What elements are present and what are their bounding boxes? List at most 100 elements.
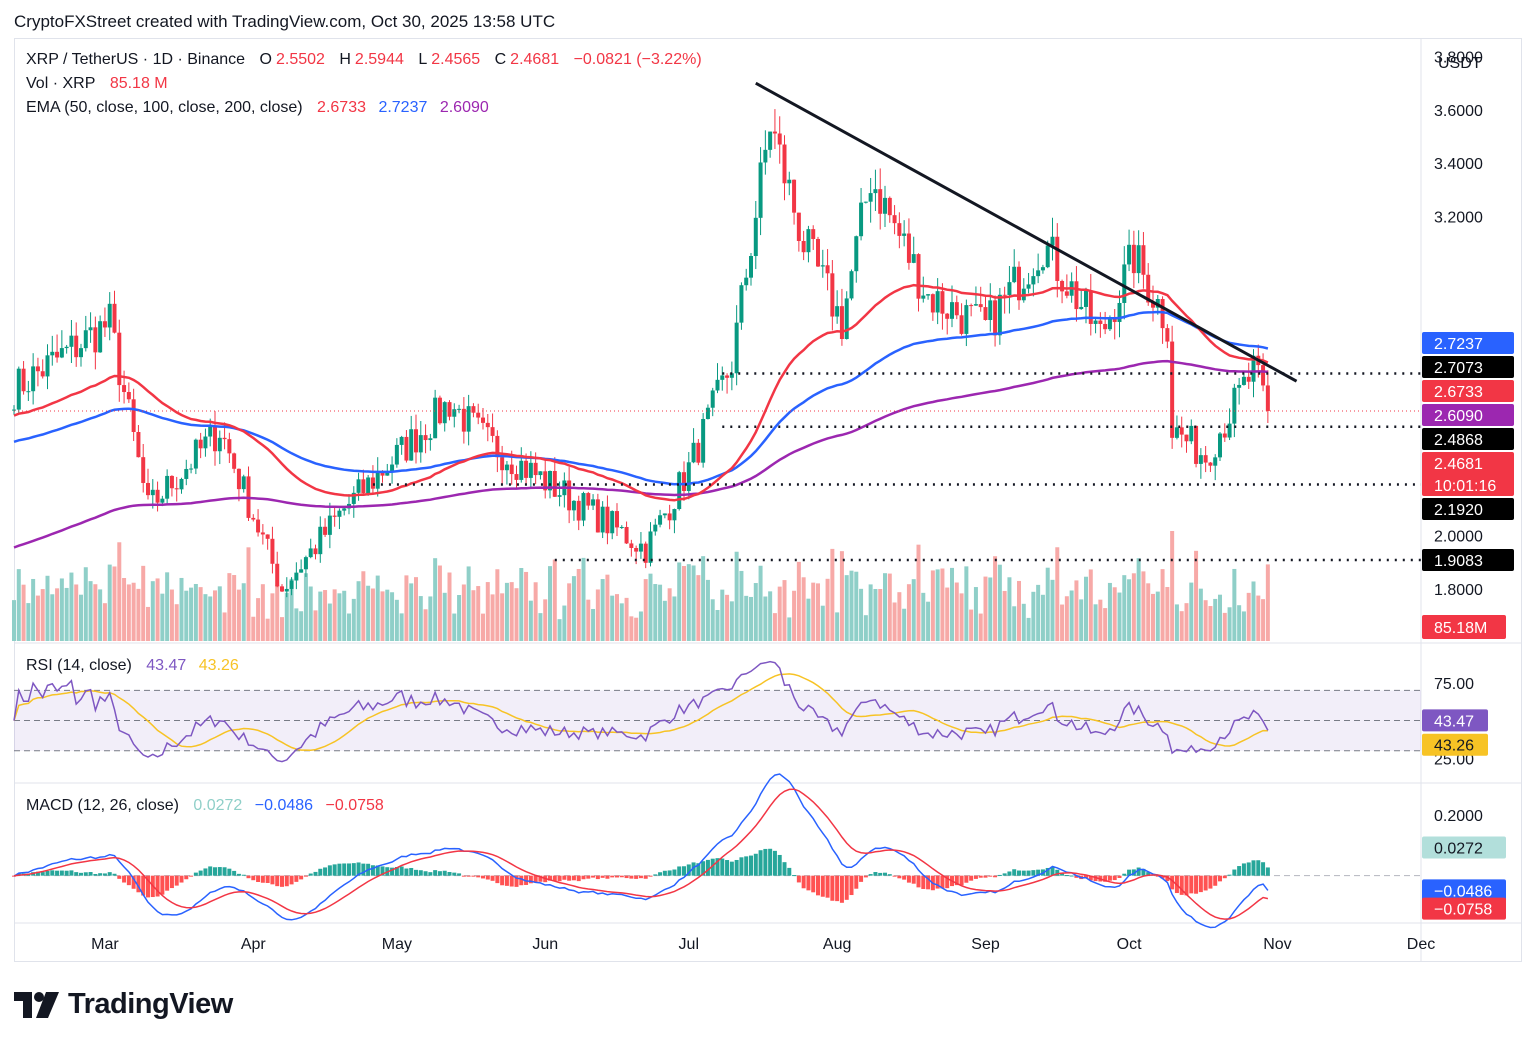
- macd-histogram-bar: [217, 867, 222, 876]
- macd-histogram-bar: [940, 875, 945, 889]
- volume-bar: [959, 593, 964, 641]
- candle-body: [801, 241, 806, 253]
- candle-body: [720, 375, 725, 380]
- macd-histogram-bar: [141, 875, 146, 896]
- volume-axis-label-text: 85.18M: [1434, 620, 1487, 637]
- macd-histogram-bar: [437, 871, 442, 876]
- rsi-label[interactable]: RSI (14, close): [26, 657, 132, 674]
- candle-body: [332, 515, 337, 517]
- volume-bar: [160, 593, 165, 641]
- volume-bar: [485, 582, 490, 641]
- volume-bar: [189, 587, 194, 641]
- price-axis-label-text: 2.4868: [1434, 432, 1483, 449]
- volume-bar: [1146, 583, 1151, 641]
- macd-histogram-bar: [667, 870, 672, 876]
- macd-histogram-bar: [1002, 873, 1007, 876]
- volume-bar: [667, 588, 672, 641]
- macd-histogram-bar: [1036, 869, 1041, 876]
- macd-histogram-bar: [227, 868, 232, 876]
- candle-body: [600, 506, 605, 533]
- price-axis-label-text: 2.1920: [1434, 502, 1483, 519]
- candle-body: [375, 472, 380, 489]
- macd-histogram-bar: [749, 855, 753, 876]
- macd-histogram-bar: [1194, 875, 1199, 894]
- volume-bar: [1050, 579, 1055, 641]
- chart-attribution: CryptoFXStreet created with TradingView.…: [14, 12, 556, 31]
- candle-body: [816, 238, 820, 267]
- volume-bar: [548, 566, 552, 641]
- macd-histogram-bar: [356, 862, 361, 876]
- volume-bar: [1084, 576, 1088, 641]
- macd-histogram-bar: [997, 874, 1002, 876]
- candle-body: [610, 511, 615, 534]
- macd-histogram-bar: [280, 875, 284, 887]
- candle-body: [284, 588, 289, 592]
- volume-label[interactable]: Vol · XRP: [26, 75, 96, 92]
- macd-histogram-bar: [131, 875, 136, 889]
- macd-histogram-bar: [117, 875, 122, 879]
- volume-bar: [682, 566, 686, 641]
- macd-histogram-bar: [969, 875, 974, 881]
- volume-bar: [433, 558, 438, 641]
- macd-histogram-bar: [1222, 875, 1227, 879]
- macd-histogram-bar: [179, 875, 184, 883]
- macd-label[interactable]: MACD (12, 26, close): [26, 797, 179, 814]
- open-label: O: [259, 51, 272, 68]
- candle-body: [686, 462, 691, 491]
- volume-bar: [1203, 600, 1208, 641]
- macd-histogram-bar: [796, 875, 801, 883]
- volume-bar: [21, 584, 26, 641]
- candle-body: [64, 346, 69, 349]
- ema-label[interactable]: EMA (50, close, 100, close, 200, close): [26, 99, 303, 116]
- candle-body: [605, 506, 610, 534]
- macd-histogram-bar: [959, 875, 964, 886]
- candle-body: [83, 330, 88, 349]
- volume-bar: [246, 547, 251, 641]
- volume-bar: [1194, 550, 1199, 641]
- macd-histogram-bar: [342, 863, 347, 876]
- volume-bar: [638, 611, 643, 641]
- volume-bar: [208, 596, 213, 641]
- candle-body: [1189, 425, 1194, 442]
- rsi-axis-label-text: 43.26: [1434, 738, 1474, 755]
- candle-body: [476, 412, 481, 418]
- chart-frame[interactable]: [14, 38, 1522, 962]
- candle-body: [739, 285, 744, 323]
- volume-bar: [481, 613, 485, 641]
- candle-body: [1174, 427, 1179, 438]
- price-tick-label: 1.8000: [1434, 582, 1483, 599]
- volume-bar: [1127, 579, 1132, 641]
- candle-body: [40, 371, 45, 377]
- macd-histogram-bar: [993, 875, 998, 878]
- macd-histogram-bar: [533, 875, 538, 883]
- macd-histogram-bar: [1112, 875, 1117, 881]
- macd-histogram-bar: [1103, 875, 1108, 882]
- macd-histogram-bar: [88, 872, 93, 876]
- macd-histogram-bar: [701, 861, 706, 876]
- symbol-label[interactable]: XRP / TetherUS · 1D · Binance: [26, 51, 246, 68]
- candle-body: [581, 493, 586, 521]
- candle-body: [1227, 423, 1232, 438]
- candle-body: [136, 432, 141, 458]
- tradingview-logo[interactable]: TradingView: [14, 988, 233, 1021]
- volume-bar: [993, 556, 998, 641]
- macd-histogram-bar: [710, 858, 715, 876]
- candle-body: [160, 498, 165, 503]
- macd-histogram-bar: [59, 870, 64, 876]
- macd-histogram-bar: [782, 862, 787, 876]
- candle-body: [289, 580, 294, 589]
- volume-bar: [576, 568, 581, 641]
- candle-body: [457, 408, 462, 410]
- macd-histogram-bar: [495, 875, 500, 884]
- macd-histogram-bar: [648, 875, 653, 877]
- volume-bar: [260, 584, 265, 641]
- macd-histogram-bar: [1127, 869, 1132, 876]
- candle-body: [102, 321, 107, 328]
- volume-bar: [777, 586, 782, 641]
- volume-bar: [174, 604, 179, 641]
- candle-body: [141, 457, 146, 483]
- candle-body: [906, 233, 911, 263]
- candle-body: [1198, 455, 1203, 464]
- volume-bar: [792, 590, 797, 641]
